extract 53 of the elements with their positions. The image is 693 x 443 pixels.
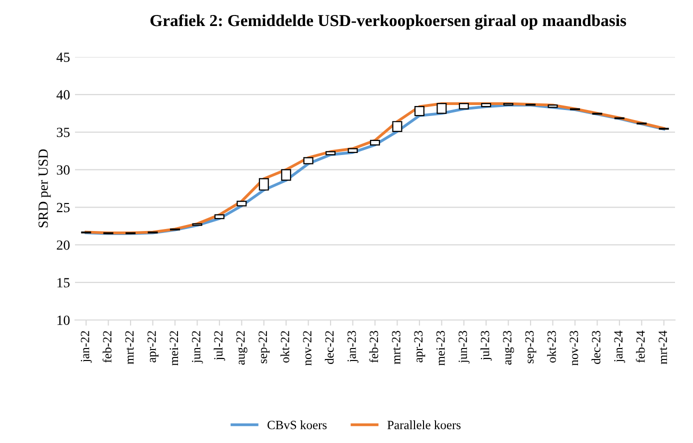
y-tick-label: 40 — [56, 90, 70, 100]
bar — [370, 140, 380, 146]
x-tick-label: feb-23 — [369, 330, 378, 363]
legend-label: Parallele koers — [387, 420, 461, 430]
x-tick-label: sep-22 — [258, 331, 270, 364]
bar — [281, 169, 292, 181]
x-tick-label: jun-22 — [192, 331, 203, 364]
bar — [236, 200, 247, 206]
y-tick-label: 25 — [56, 202, 70, 212]
x-tick-label: apr-23 — [414, 330, 426, 362]
x-tick-label: nov-23 — [570, 330, 578, 366]
bar — [481, 103, 492, 108]
y-tick-label: 30 — [56, 165, 70, 175]
x-tick-label: apr-22 — [148, 331, 158, 362]
chart-title: Grafiek 2: Gemiddelde USD-verkoopkoersen giraal op maandbasis — [150, 14, 626, 30]
x-tick-label: jan-24 — [614, 330, 626, 363]
x-tick-label: mrt-23 — [392, 330, 400, 364]
bar — [414, 106, 424, 116]
x-tick-label: aug-23 — [503, 330, 514, 365]
y-tick-label: 10 — [57, 316, 70, 325]
bar — [458, 103, 469, 110]
x-tick-label: mei-22 — [170, 331, 178, 366]
y-tick-label: 15 — [57, 278, 70, 288]
bar — [326, 151, 336, 156]
bar — [548, 104, 558, 108]
x-tick-label: mrt-24 — [658, 330, 668, 364]
x-tick-label: nov-22 — [303, 331, 312, 366]
x-tick-label: jul-23 — [480, 330, 492, 361]
x-tick-label: jan-23 — [348, 330, 358, 363]
bar — [258, 178, 269, 191]
y-tick-label: 35 — [56, 128, 70, 138]
x-tick-label: aug-22 — [236, 331, 248, 365]
x-tick-label: jun-23 — [458, 330, 470, 364]
bar — [303, 157, 314, 164]
x-tick-label: okt-23 — [547, 330, 556, 363]
bar — [348, 148, 358, 153]
y-axis-title: SRD per USD — [38, 149, 51, 228]
x-tick-label: sep-23 — [525, 330, 536, 364]
bar — [392, 121, 402, 132]
y-tick-label: 20 — [56, 240, 70, 250]
y-tick-label: 45 — [56, 52, 70, 62]
x-tick-label: jul-22 — [214, 331, 226, 361]
x-tick-label: mei-23 — [436, 330, 445, 366]
x-tick-label: jan-22 — [80, 331, 92, 363]
x-tick-label: mrt-22 — [125, 331, 134, 364]
x-tick-label: feb-24 — [636, 330, 645, 363]
x-tick-label: okt-22 — [280, 331, 290, 363]
legend-label: CBvS koers — [268, 420, 327, 430]
bar — [436, 103, 447, 114]
x-tick-label: dec-23 — [592, 330, 600, 364]
x-tick-label: dec-22 — [324, 331, 334, 364]
bar — [214, 214, 224, 220]
x-tick-label: feb-22 — [102, 331, 112, 363]
